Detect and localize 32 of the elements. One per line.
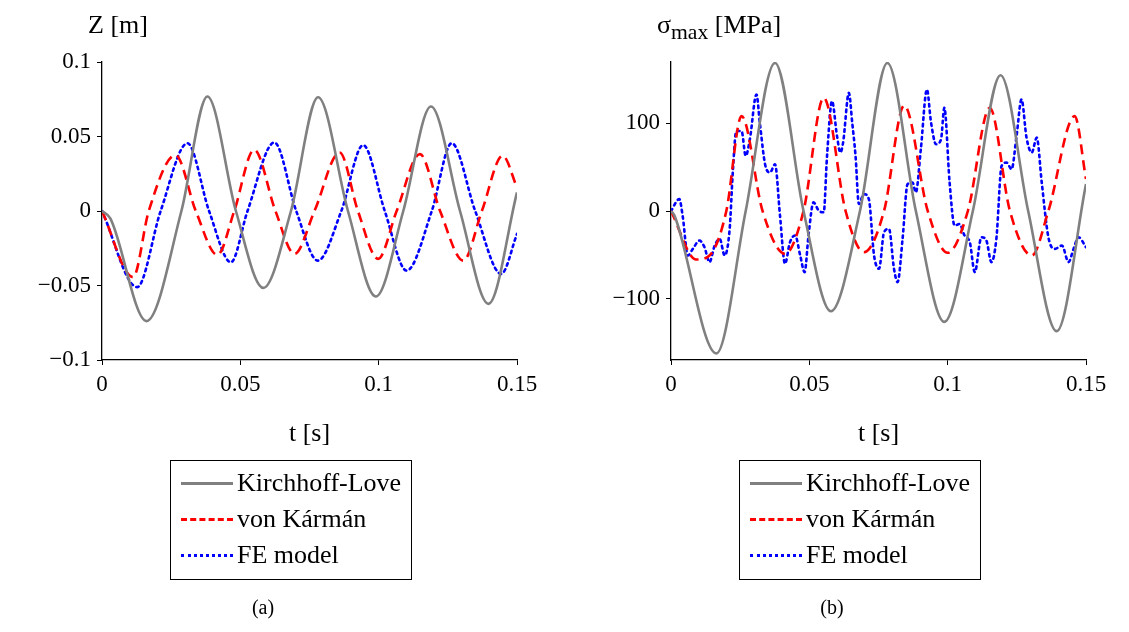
legend-label: von Kármán — [237, 504, 367, 534]
legend-label: Kirchhoff-Love — [237, 468, 402, 498]
line-series — [671, 96, 1086, 261]
x-tick-label: 0.1 — [933, 370, 963, 396]
x-tick-label: 0.05 — [220, 370, 261, 396]
y-tick-label: −0.1 — [49, 346, 91, 372]
y-tick-label: 0.1 — [62, 48, 91, 74]
y-tick-label: 0 — [79, 197, 91, 223]
legend-label: von Kármán — [806, 504, 936, 534]
y-axis-title: Z [m] — [88, 10, 148, 40]
x-tick-label: 0 — [665, 370, 677, 396]
y-tick-label: 0 — [648, 197, 660, 223]
line-series — [102, 95, 517, 323]
legend-label: FE model — [237, 540, 339, 570]
legend-label: FE model — [806, 540, 908, 570]
text: (a) — [250, 596, 276, 619]
x-tick-label: 0.05 — [789, 370, 830, 396]
line-series — [671, 88, 1086, 284]
x-axis-title: t [s] — [287, 418, 332, 448]
x-tick-label: 0.15 — [1065, 370, 1107, 396]
x-axis-title: t [s] — [856, 418, 901, 448]
y-axis-title: σ$_{max}$ [MPa] — [657, 10, 782, 46]
line-series — [671, 62, 1086, 355]
y-tick-label: 100 — [625, 109, 660, 135]
y-tick-label: 0.05 — [50, 122, 91, 148]
text: (b) — [819, 596, 845, 619]
x-tick-label: 0.15 — [496, 370, 538, 396]
x-tick-label: 0 — [96, 370, 108, 396]
y-tick-label: −0.05 — [37, 271, 91, 297]
y-tick-label: −100 — [612, 284, 660, 310]
x-tick-label: 0.1 — [364, 370, 394, 396]
legend-label: Kirchhoff-Love — [806, 468, 971, 498]
